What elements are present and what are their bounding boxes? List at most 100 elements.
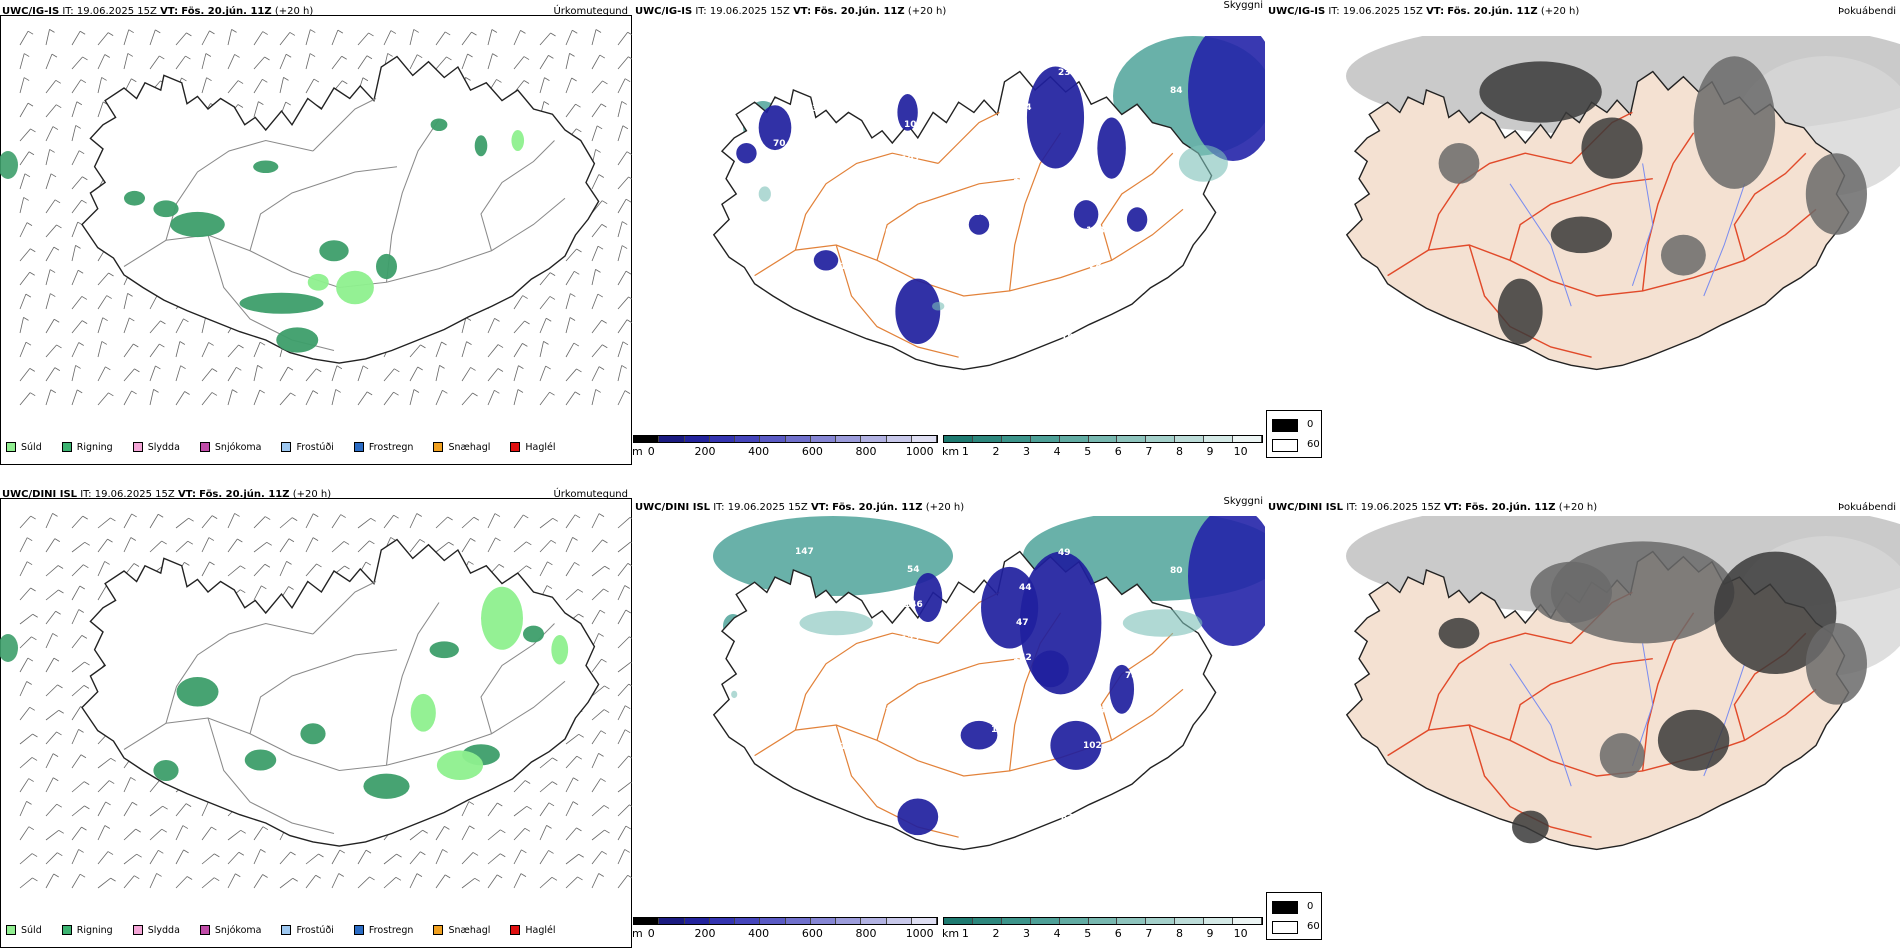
wind-barb-flag bbox=[264, 516, 271, 520]
legend-label: Frostregn bbox=[368, 924, 414, 936]
wind-barb-flag bbox=[30, 248, 36, 253]
wind-barb-flag bbox=[234, 54, 240, 58]
visibility-colorbar: km 1 2 3 4 5 6 7 8 9 10 bbox=[942, 917, 1263, 945]
low-ceiling-area bbox=[960, 720, 998, 750]
wind-barb-flag bbox=[264, 563, 271, 568]
wind-barb bbox=[591, 389, 597, 406]
wind-barb-flag bbox=[237, 538, 243, 543]
wind-barb bbox=[305, 390, 314, 406]
colorbar-cell bbox=[1001, 918, 1031, 924]
colorbar-cell bbox=[1146, 918, 1176, 924]
wind-barb bbox=[539, 850, 549, 865]
wind-barb-flag bbox=[343, 541, 350, 545]
wind-barb bbox=[461, 392, 473, 406]
wind-barb-flag bbox=[550, 539, 557, 544]
wind-barb bbox=[617, 585, 626, 601]
wind-barb-flag bbox=[465, 77, 471, 81]
wind-barb-flag bbox=[498, 564, 505, 568]
wind-barb-flag bbox=[50, 389, 56, 394]
wind-barb bbox=[175, 391, 185, 406]
wind-barb-flag bbox=[262, 874, 268, 878]
wind-barb-flag bbox=[211, 392, 218, 396]
wind-barb-flag bbox=[313, 78, 320, 83]
wind-barb bbox=[97, 561, 106, 577]
wind-barb bbox=[71, 389, 78, 406]
ceiling-value-label: 151 bbox=[725, 279, 744, 289]
wind-barb-flag bbox=[309, 53, 316, 57]
wind-barb bbox=[149, 873, 157, 889]
wind-barb bbox=[71, 176, 83, 190]
wind-barb bbox=[539, 318, 547, 334]
wind-barb bbox=[279, 392, 291, 406]
low-visibility-area bbox=[932, 301, 945, 311]
ceiling-value-label: 91 bbox=[879, 707, 892, 717]
wind-barb bbox=[487, 513, 496, 529]
wind-barb-flag bbox=[186, 32, 192, 37]
wind-barb bbox=[175, 825, 184, 841]
wind-barb-flag bbox=[523, 80, 530, 84]
wind-barb bbox=[45, 803, 58, 817]
wind-barb bbox=[45, 709, 59, 721]
wind-barb bbox=[201, 368, 213, 382]
wind-barb bbox=[461, 53, 468, 70]
wind-barb bbox=[331, 514, 342, 529]
wind-barb bbox=[487, 537, 496, 553]
wind-barb-flag bbox=[546, 585, 553, 589]
wind-barb-flag bbox=[577, 876, 583, 881]
wind-barb-flag bbox=[84, 805, 90, 810]
wind-barb bbox=[175, 540, 189, 553]
wind-barb-flag bbox=[626, 151, 632, 156]
wind-barb-flag bbox=[575, 103, 581, 108]
precip-legend: Súld Rigning Slydda Snjókoma Frostúði Frostre… bbox=[0, 438, 570, 456]
wind-barb bbox=[461, 516, 475, 529]
ceiling-value-label: 14 bbox=[1019, 103, 1032, 113]
wind-barb bbox=[357, 517, 371, 529]
wind-barb-flag bbox=[110, 877, 116, 882]
colorbar-cell bbox=[709, 918, 735, 924]
drizzle-area bbox=[307, 273, 329, 291]
wind-barb-flag bbox=[621, 245, 628, 249]
wind-barb bbox=[201, 853, 215, 865]
wind-barb bbox=[539, 296, 551, 310]
road-line bbox=[249, 166, 398, 251]
ceiling-value-label: 70 bbox=[773, 139, 786, 149]
wind-barb bbox=[71, 635, 83, 649]
wind-barb bbox=[19, 636, 32, 649]
wind-barb bbox=[97, 801, 106, 817]
wind-barb bbox=[19, 392, 31, 406]
wind-barb bbox=[409, 54, 418, 70]
fog-index-area bbox=[1657, 709, 1730, 771]
fog-key-white-swatch bbox=[1272, 921, 1298, 934]
wind-barb-flag bbox=[52, 513, 58, 517]
wind-barb bbox=[617, 825, 627, 841]
ceiling-value-label: 102 bbox=[1083, 741, 1102, 751]
wind-barb bbox=[305, 875, 317, 889]
wind-barb bbox=[539, 517, 553, 529]
ceiling-value-label: 106 bbox=[949, 315, 968, 325]
wind-barb-flag bbox=[25, 341, 32, 346]
colorbar-cell bbox=[1175, 918, 1205, 924]
wind-barb bbox=[617, 390, 626, 406]
wind-barb-flag bbox=[517, 389, 524, 393]
wind-barb-flag bbox=[416, 54, 423, 59]
wind-barb-flag bbox=[595, 269, 601, 273]
colorbar-tick-label: 600 bbox=[801, 445, 823, 458]
wind-barb-flag bbox=[26, 537, 33, 542]
wind-barb-flag bbox=[107, 538, 113, 543]
wind-barb-flag bbox=[524, 827, 531, 832]
wind-barb bbox=[123, 343, 134, 358]
wind-barb-flag bbox=[574, 391, 581, 396]
wind-barb-flag bbox=[543, 341, 549, 345]
wind-barb-flag bbox=[49, 29, 55, 33]
wind-barb-flag bbox=[416, 513, 422, 517]
colorbar-cell bbox=[785, 436, 811, 442]
low-visibility-area bbox=[758, 186, 771, 202]
wind-barb bbox=[149, 828, 163, 841]
wind-barb-flag bbox=[500, 853, 506, 858]
wind-barb-flag bbox=[601, 658, 607, 663]
wind-barb-flag bbox=[57, 684, 63, 689]
wind-barb bbox=[383, 853, 397, 865]
wind-barb bbox=[19, 53, 25, 70]
wind-barb-flag bbox=[624, 705, 631, 710]
panel-title: UWC/DINI ISL IT: 19.06.2025 15Z VT: Fös.… bbox=[2, 489, 332, 500]
